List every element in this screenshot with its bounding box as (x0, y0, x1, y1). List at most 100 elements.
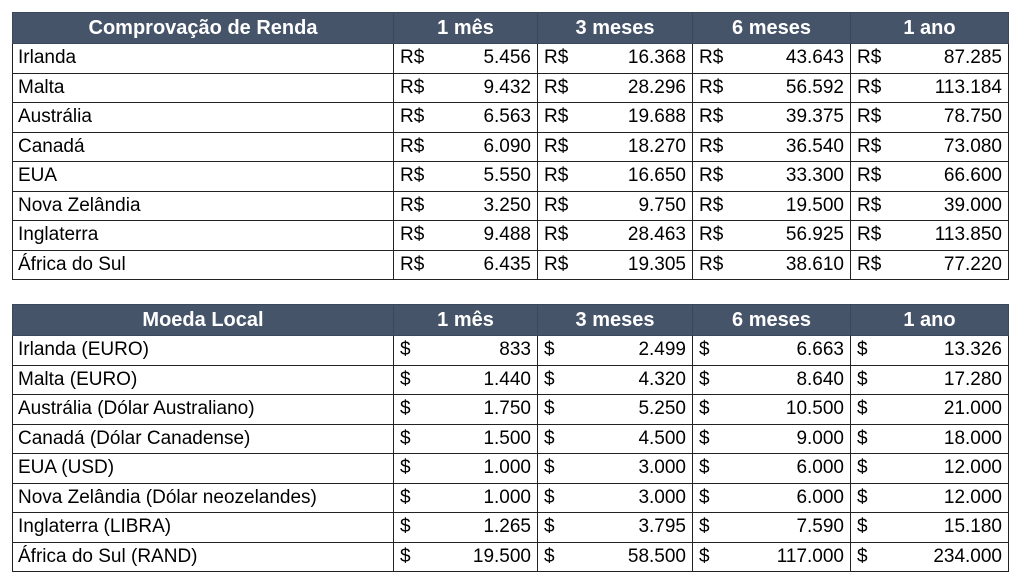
cell-value-1-year[interactable]: $18.000 (850, 423, 1009, 454)
cell-value-1-month[interactable]: $1.750 (393, 394, 538, 425)
cell-country-name[interactable]: África do Sul (12, 249, 394, 280)
cell-value-1-year[interactable]: $15.180 (850, 512, 1009, 543)
currency-symbol: R$ (400, 165, 425, 187)
amount: 8.640 (796, 368, 844, 390)
cell-value-1-month[interactable]: $19.500 (393, 541, 538, 572)
cell-country-name[interactable]: Nova Zelândia (Dólar neozelandes) (12, 482, 394, 513)
cell-value-6-months[interactable]: R$ 56.592 (692, 72, 851, 103)
money-cell: R$ 87.285 (857, 47, 1002, 69)
cell-value-6-months[interactable]: $6.000 (692, 453, 851, 484)
cell-country-name[interactable]: Austrália (Dólar Australiano) (12, 394, 394, 425)
currency-symbol: R$ (544, 224, 569, 246)
table-row: Nova Zelândia R$ 3.250 R$ 9.750 R$ 19.500 R$ 39.… (12, 190, 1009, 221)
cell-value-6-months[interactable]: $6.663 (692, 335, 851, 366)
cell-value-3-months[interactable]: $2.499 (537, 335, 693, 366)
cell-value-3-months[interactable]: $4.500 (537, 423, 693, 454)
cell-value-3-months[interactable]: $3.795 (537, 512, 693, 543)
cell-value-1-year[interactable]: $13.326 (850, 335, 1009, 366)
cell-value-1-year[interactable]: R$ 77.220 (850, 249, 1009, 280)
cell-value-6-months[interactable]: R$ 56.925 (692, 220, 851, 251)
cell-value-1-month[interactable]: $1.440 (393, 364, 538, 395)
money-cell: R$ 6.563 (400, 106, 531, 128)
cell-country-name[interactable]: EUA (12, 161, 394, 192)
cell-value-1-year[interactable]: R$ 87.285 (850, 43, 1009, 74)
cell-value-6-months[interactable]: R$ 39.375 (692, 102, 851, 133)
header-cell-country: Comprovação de Renda (12, 12, 394, 44)
cell-value-1-year[interactable]: $12.000 (850, 482, 1009, 513)
currency-symbol: R$ (857, 106, 882, 128)
cell-value-1-month[interactable]: R$ 3.250 (393, 190, 538, 221)
money-cell: R$ 19.305 (544, 254, 686, 276)
cell-value-6-months[interactable]: R$ 36.540 (692, 131, 851, 162)
cell-value-6-months[interactable]: $7.590 (692, 512, 851, 543)
cell-value-1-month[interactable]: $1.000 (393, 482, 538, 513)
cell-value-1-year[interactable]: R$ 113.850 (850, 220, 1009, 251)
cell-value-1-month[interactable]: $1.000 (393, 453, 538, 484)
cell-value-1-year[interactable]: R$ 78.750 (850, 102, 1009, 133)
cell-country-name[interactable]: Austrália (12, 102, 394, 133)
cell-value-6-months[interactable]: R$ 19.500 (692, 190, 851, 221)
cell-value-3-months[interactable]: R$ 16.368 (537, 43, 693, 74)
currency-symbol: $ (699, 486, 710, 508)
cell-country-name[interactable]: Nova Zelândia (12, 190, 394, 221)
cell-value-1-month[interactable]: $1.265 (393, 512, 538, 543)
cell-country-name[interactable]: Malta (EURO) (12, 364, 394, 395)
cell-country-name[interactable]: EUA (USD) (12, 453, 394, 484)
cell-value-6-months[interactable]: R$ 38.610 (692, 249, 851, 280)
cell-value-6-months[interactable]: R$ 43.643 (692, 43, 851, 74)
currency-symbol: $ (544, 486, 555, 508)
cell-value-3-months[interactable]: $3.000 (537, 482, 693, 513)
cell-country-name[interactable]: Malta (12, 72, 394, 103)
cell-value-6-months[interactable]: $8.640 (692, 364, 851, 395)
cell-value-1-month[interactable]: R$ 5.456 (393, 43, 538, 74)
cell-country-name[interactable]: Inglaterra (LIBRA) (12, 512, 394, 543)
cell-value-1-year[interactable]: R$ 66.600 (850, 161, 1009, 192)
cell-value-1-year[interactable]: $17.280 (850, 364, 1009, 395)
cell-value-6-months[interactable]: $117.000 (692, 541, 851, 572)
cell-value-6-months[interactable]: R$ 33.300 (692, 161, 851, 192)
cell-value-1-year[interactable]: R$ 39.000 (850, 190, 1009, 221)
cell-value-1-month[interactable]: R$ 6.090 (393, 131, 538, 162)
cell-value-3-months[interactable]: R$ 18.270 (537, 131, 693, 162)
cell-country-name[interactable]: Irlanda (EURO) (12, 335, 394, 366)
cell-value-1-month[interactable]: R$ 9.488 (393, 220, 538, 251)
table-row: Canadá (Dólar Canadense) $1.500 $4.500 $9.0… (12, 423, 1009, 454)
cell-value-3-months[interactable]: R$ 19.305 (537, 249, 693, 280)
cell-country-name[interactable]: Canadá (Dólar Canadense) (12, 423, 394, 454)
cell-value-3-months[interactable]: R$ 16.650 (537, 161, 693, 192)
cell-value-3-months[interactable]: $58.500 (537, 541, 693, 572)
table-row: Irlanda (EURO) $833 $2.499 $6.663 $13.326 (12, 335, 1009, 366)
cell-value-3-months[interactable]: $3.000 (537, 453, 693, 484)
cell-value-1-year[interactable]: R$ 73.080 (850, 131, 1009, 162)
cell-value-1-month[interactable]: R$ 6.563 (393, 102, 538, 133)
cell-value-6-months[interactable]: $6.000 (692, 482, 851, 513)
cell-value-6-months[interactable]: $9.000 (692, 423, 851, 454)
cell-country-name[interactable]: Irlanda (12, 43, 394, 74)
currency-symbol: R$ (857, 224, 882, 246)
cell-value-1-year[interactable]: $234.000 (850, 541, 1009, 572)
money-cell: R$ 78.750 (857, 106, 1002, 128)
cell-value-3-months[interactable]: R$ 28.296 (537, 72, 693, 103)
currency-symbol: $ (857, 427, 868, 449)
cell-value-3-months[interactable]: R$ 28.463 (537, 220, 693, 251)
cell-value-1-month[interactable]: R$ 6.435 (393, 249, 538, 280)
cell-country-name[interactable]: Canadá (12, 131, 394, 162)
cell-value-3-months[interactable]: $4.320 (537, 364, 693, 395)
header-cell-3-months: 3 meses (537, 304, 693, 336)
cell-value-3-months[interactable]: $5.250 (537, 394, 693, 425)
cell-value-6-months[interactable]: $10.500 (692, 394, 851, 425)
cell-value-1-year[interactable]: R$ 113.184 (850, 72, 1009, 103)
amount: 19.688 (627, 106, 686, 128)
cell-value-1-month[interactable]: R$ 9.432 (393, 72, 538, 103)
cell-value-3-months[interactable]: R$ 19.688 (537, 102, 693, 133)
cell-value-3-months[interactable]: R$ 9.750 (537, 190, 693, 221)
cell-value-1-year[interactable]: $12.000 (850, 453, 1009, 484)
money-cell: $4.500 (544, 428, 686, 450)
cell-value-1-month[interactable]: $1.500 (393, 423, 538, 454)
cell-value-1-month[interactable]: $833 (393, 335, 538, 366)
currency-symbol: R$ (699, 135, 724, 157)
cell-country-name[interactable]: Inglaterra (12, 220, 394, 251)
cell-country-name[interactable]: África do Sul (RAND) (12, 541, 394, 572)
cell-value-1-year[interactable]: $21.000 (850, 394, 1009, 425)
cell-value-1-month[interactable]: R$ 5.550 (393, 161, 538, 192)
